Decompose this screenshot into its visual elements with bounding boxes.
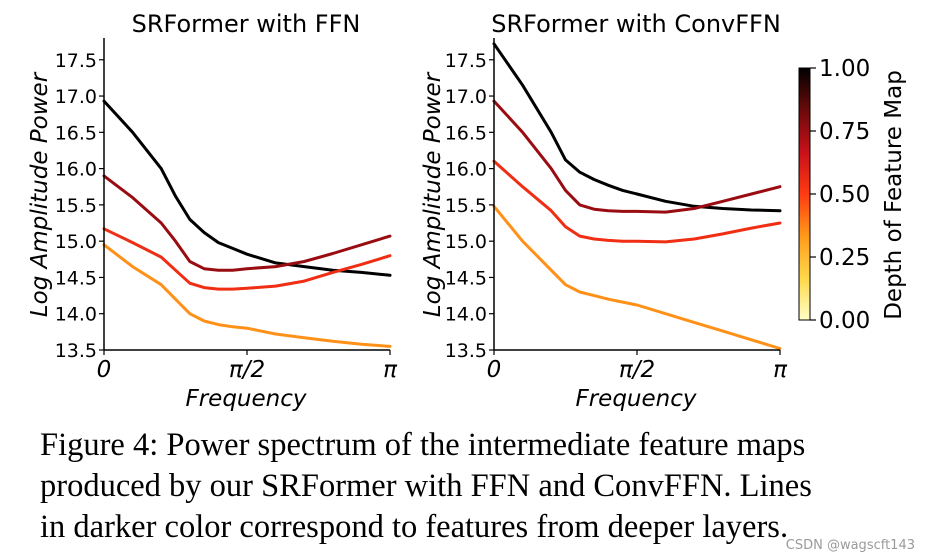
y-tick-label: 17.0 [55,86,97,108]
y-tick-label: 15.0 [55,231,97,253]
y-tick-label: 13.5 [445,340,487,362]
y-tick-label: 16.0 [445,159,487,181]
colorbar-tick-label: 0.75 [819,119,870,145]
colorbar-tick-label: 0.50 [819,182,870,208]
y-tick-label: 17.5 [445,50,487,72]
y-tick-label: 16.5 [55,122,97,144]
x-tick-label: 0 [97,357,112,383]
y-tick-label: 16.5 [445,122,487,144]
colorbar-tick-label: 1.00 [819,56,870,82]
y-tick-label: 15.0 [445,231,487,253]
series-line [492,159,782,244]
caption-line: Figure 4: Power spectrum of the intermed… [40,427,806,463]
x-axis-label: Frequency [576,386,697,412]
chart-title: SRFormer with ConvFFN [491,10,781,38]
series-line [492,42,782,213]
y-tick-label: 14.0 [445,304,487,326]
caption-line: produced by our SRFormer with FFN and Co… [40,468,812,504]
y-tick-label: 14.5 [445,267,487,289]
x-tick-label: 0 [487,357,502,383]
x-tick-label: π [773,357,788,383]
y-axis-label: Log Amplitude Power [420,71,446,317]
caption-line: in darker color correspond to features f… [40,509,789,545]
x-tick-label: π [383,357,398,383]
colorbar-ticks: 1.00 0.75 0.50 0.25 0.00 [810,56,870,334]
figure: SRFormer with FFN Log Amplitude Power Fr… [27,10,907,412]
series-line [492,204,782,350]
plot-area: 13.5 14.0 14.5 15.0 15.5 16.0 16.5 17.0 17.5 0 π/2… [445,38,788,383]
y-tick-label: 15.5 [445,195,487,217]
series-line [102,227,392,291]
series-line [102,243,392,348]
x-tick-label: π/2 [229,357,265,383]
y-tick-label: 17.0 [445,86,487,108]
x-tick-label: π/2 [619,357,655,383]
y-axis-label: Log Amplitude Power [27,71,53,317]
y-tick-label: 16.0 [55,159,97,181]
x-axis-label: Frequency [186,386,307,412]
colorbar-tick-label: 0.00 [819,308,870,334]
y-tick-label: 13.5 [55,340,97,362]
colorbar-gradient [798,67,811,321]
chart-convffn: SRFormer with ConvFFN Log Amplitude Powe… [420,10,788,412]
chart-ffn: SRFormer with FFN Log Amplitude Power Fr… [27,10,398,412]
series-line [492,99,782,214]
colorbar-label: Depth of Feature Map [881,70,907,320]
figure-caption: Figure 4: Power spectrum of the intermed… [40,425,920,548]
y-tick-label: 17.5 [55,50,97,72]
y-tick-label: 14.5 [55,267,97,289]
y-axis-label-text: Log Amplitude Power [420,71,446,317]
watermark: CSDN @wagscft143 [785,538,915,553]
colorbar: 1.00 0.75 0.50 0.25 0.00 Depth of Feature Ma… [798,56,907,334]
chart-title: SRFormer with FFN [132,10,361,38]
series-line [102,99,392,277]
y-axis-label-text: Log Amplitude Power [27,71,53,317]
series-line [102,174,392,272]
plot-area: 13.5 14.0 14.5 15.0 15.5 16.0 16.5 17.0 17.5 0 π/2… [55,38,398,383]
y-tick-label: 15.5 [55,195,97,217]
colorbar-tick-label: 0.25 [819,245,870,271]
y-tick-label: 14.0 [55,304,97,326]
